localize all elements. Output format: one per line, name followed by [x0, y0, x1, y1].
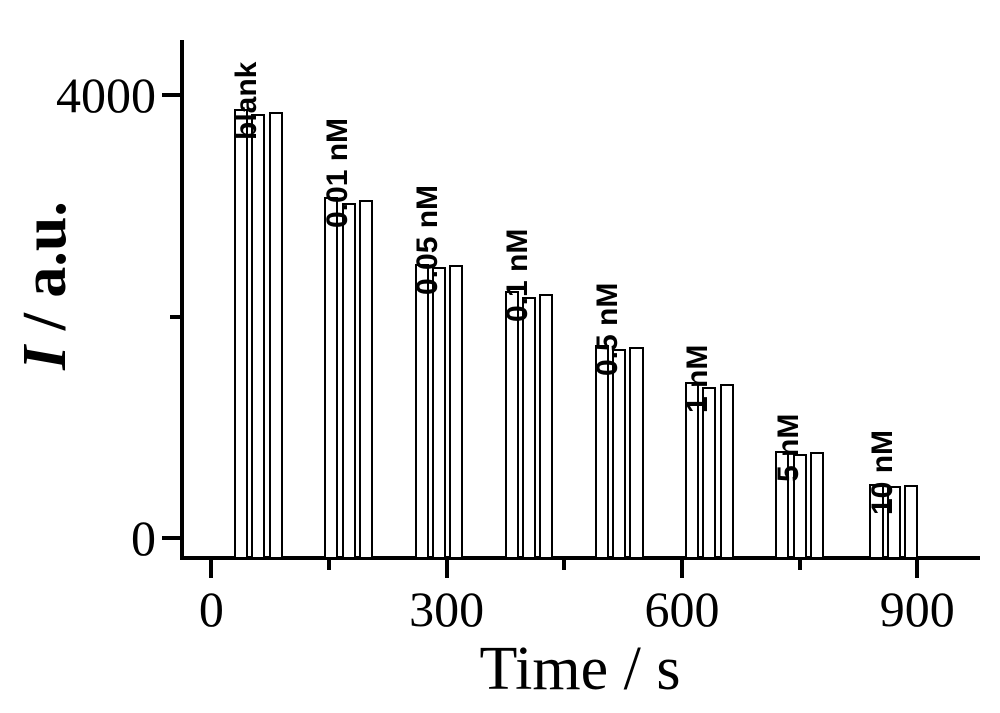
group-label: blank — [230, 62, 264, 140]
x-tick — [915, 560, 919, 578]
y-axis-line — [180, 40, 184, 560]
bar — [612, 349, 626, 557]
bar — [324, 197, 338, 557]
y-tick — [162, 93, 180, 97]
x-tick-label: 600 — [644, 580, 719, 638]
bar — [342, 203, 356, 557]
x-tick-minor — [562, 560, 566, 570]
y-tick-minor — [170, 315, 180, 319]
bar — [539, 294, 553, 557]
bar — [629, 347, 643, 557]
y-tick-label: 4000 — [56, 66, 156, 124]
x-axis-label: Time / s — [180, 634, 980, 705]
bar — [449, 265, 463, 557]
x-tick-minor — [327, 560, 331, 570]
x-tick — [680, 560, 684, 578]
x-tick — [445, 560, 449, 578]
bar — [810, 452, 824, 557]
bar — [595, 345, 609, 557]
group-label: 0.01 nM — [321, 118, 355, 228]
y-axis-label-text: I / a.u. — [10, 201, 81, 370]
chart-container: I / a.u. 0 300 600 900 0 4000 blank 0.01 nM 0.05… — [0, 0, 1000, 713]
bar — [234, 109, 248, 557]
bar — [505, 291, 519, 557]
x-axis-line — [180, 556, 980, 560]
group-label: 0.5 nM — [591, 282, 625, 375]
group-label: 0.05 nM — [411, 185, 445, 295]
bar — [359, 200, 373, 557]
bar — [415, 264, 429, 557]
group-label: 0.1 nM — [501, 229, 535, 322]
y-tick-label: 0 — [131, 509, 156, 567]
x-tick — [209, 560, 213, 578]
x-tick-label: 0 — [199, 580, 224, 638]
plot-area: 030060090004000blank0.01 nM0.05 nM0.1 nM… — [180, 40, 980, 560]
group-label: 5 nM — [772, 413, 806, 481]
x-tick-minor — [798, 560, 802, 570]
bar — [904, 485, 918, 557]
group-label: 1 nM — [681, 345, 715, 413]
group-label: 10 nM — [866, 430, 900, 515]
x-tick-label: 900 — [880, 580, 955, 638]
y-tick — [162, 536, 180, 540]
bar — [251, 114, 265, 557]
bar — [522, 297, 536, 557]
bar — [432, 267, 446, 557]
bar — [720, 384, 734, 557]
x-tick-label: 300 — [409, 580, 484, 638]
bar — [269, 112, 283, 557]
